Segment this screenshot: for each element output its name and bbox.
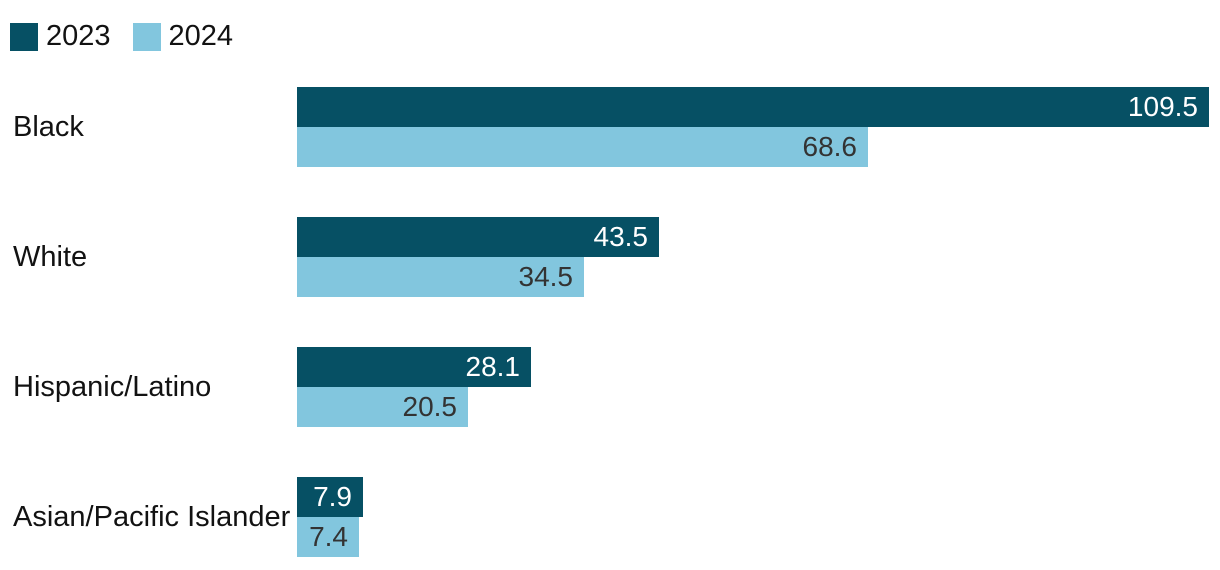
legend-swatch-2024 (132, 22, 161, 51)
bar-value-label: 68.6 (802, 131, 858, 162)
category-label: White (13, 240, 88, 273)
bar-group: 109.5 68.6 (297, 87, 1209, 167)
bar-value-label: 7.9 (313, 481, 352, 512)
bar-2024-asian-pacific-islander: 7.4 (297, 517, 359, 557)
legend-label-2023: 2023 (46, 20, 111, 52)
bar-2024-hispanic-latino: 20.5 (297, 387, 468, 427)
category-label: Black (13, 110, 84, 143)
category-row-asian-pacific-islander: Asian/Pacific Islander 7.9 7.4 (0, 477, 1220, 557)
bar-value-label: 28.1 (465, 351, 521, 382)
bar-group: 7.9 7.4 (297, 477, 363, 557)
bar-value-label: 109.5 (1127, 91, 1198, 122)
legend-swatch-2023 (10, 22, 38, 51)
bar-group: 28.1 20.5 (297, 347, 531, 427)
category-label: Hispanic/Latino (13, 370, 212, 403)
category-row-white: White 43.5 34.5 (0, 217, 1220, 297)
bar-value-label: 7.4 (309, 521, 348, 552)
bar-2023-hispanic-latino: 28.1 (297, 347, 531, 387)
category-row-black: Black 109.5 68.6 (0, 87, 1220, 167)
bar-2024-black: 68.6 (297, 127, 868, 167)
bar-2023-black: 109.5 (297, 87, 1209, 127)
bar-value-label: 34.5 (518, 261, 574, 292)
bar-group: 43.5 34.5 (297, 217, 659, 297)
bar-2024-white: 34.5 (297, 257, 584, 297)
legend-label-2024: 2024 (168, 20, 234, 52)
bar-value-label: 43.5 (593, 221, 649, 252)
bar-2023-asian-pacific-islander: 7.9 (297, 477, 363, 517)
category-label: Asian/Pacific Islander (13, 500, 291, 533)
bar-2023-white: 43.5 (297, 217, 659, 257)
legend-item-2023: 2023 (10, 20, 111, 53)
chart-legend: 2023 2024 (10, 20, 233, 53)
category-row-hispanic-latino: Hispanic/Latino 28.1 20.5 (0, 347, 1220, 427)
bar-value-label: 20.5 (402, 391, 458, 422)
legend-item-2024: 2024 (132, 20, 234, 53)
